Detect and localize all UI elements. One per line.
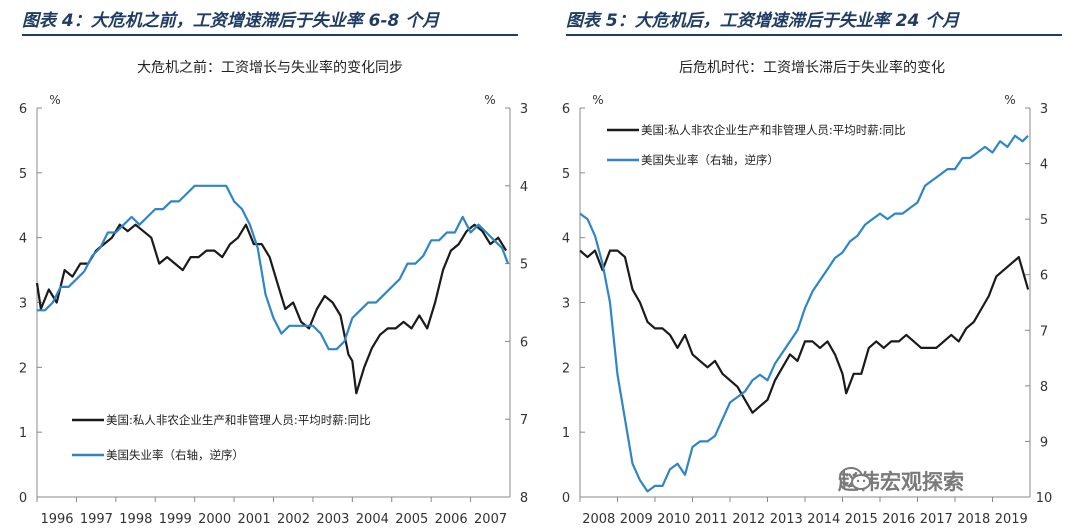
right-axis-tick-label: 8 bbox=[520, 491, 528, 506]
x-axis-tick-label: 2013 bbox=[770, 512, 803, 527]
right-axis-tick-label: 4 bbox=[520, 180, 528, 195]
right-axis-unit: % bbox=[484, 93, 495, 107]
figure-5-title: 图表 5：大危机后，工资增速滞后于失业率 24 个月 bbox=[566, 11, 960, 31]
watermark: 赵伟宏观探索 bbox=[838, 466, 964, 496]
x-axis-tick-label: 2010 bbox=[657, 512, 690, 527]
right-axis-tick-label: 6 bbox=[520, 335, 528, 350]
x-axis-tick-label: 2012 bbox=[732, 512, 765, 527]
left-axis-tick-label: 5 bbox=[19, 167, 27, 182]
x-axis-tick-label: 1998 bbox=[119, 512, 152, 527]
x-axis-tick-label: 2011 bbox=[695, 512, 728, 527]
x-axis-tick-label: 2006 bbox=[435, 512, 468, 527]
left-axis-unit: % bbox=[49, 93, 60, 107]
legend-label-unemployment: 美国失业率（右轴，逆序） bbox=[106, 448, 244, 462]
figure-5-title-rule bbox=[566, 34, 1062, 36]
right-axis-tick-label: 4 bbox=[1040, 158, 1048, 173]
x-axis-tick-label: 1999 bbox=[159, 512, 192, 527]
x-axis-tick-label: 2015 bbox=[845, 512, 878, 527]
x-axis-tick-label: 2003 bbox=[316, 512, 349, 527]
right-axis-tick-label: 3 bbox=[520, 102, 528, 117]
left-axis-tick-label: 6 bbox=[19, 102, 27, 117]
right-axis-tick-label: 5 bbox=[520, 258, 528, 273]
figure-4-title-rule bbox=[22, 34, 518, 36]
right-axis-tick-label: 8 bbox=[1040, 380, 1048, 395]
left-axis-tick-label: 2 bbox=[19, 361, 27, 376]
right-axis-tick-label: 3 bbox=[1040, 102, 1048, 117]
legend-label-unemployment: 美国失业率（右轴，逆序） bbox=[641, 153, 779, 167]
legend-label-wage: 美国:私人非农企业生产和非管理人员:平均时薪:同比 bbox=[641, 123, 906, 137]
chart-1-title: 大危机之前：工资增长与失业率的变化同步 bbox=[137, 59, 403, 76]
x-axis-tick-label: 1997 bbox=[80, 512, 113, 527]
right-axis-tick-label: 9 bbox=[1040, 435, 1048, 450]
right-axis-tick-label: 7 bbox=[520, 413, 528, 428]
left-axis-tick-label: 2 bbox=[562, 361, 570, 376]
unemployment-rate-line bbox=[37, 184, 510, 351]
x-axis-tick-label: 1996 bbox=[40, 512, 73, 527]
right-axis-tick-label: 10 bbox=[1036, 491, 1053, 506]
left-axis-tick-label: 3 bbox=[562, 297, 570, 312]
right-axis-tick-label: 5 bbox=[1040, 213, 1048, 228]
left-axis-tick-label: 0 bbox=[562, 491, 570, 506]
right-axis-tick-label: 7 bbox=[1040, 324, 1048, 339]
left-axis-tick-label: 5 bbox=[562, 167, 570, 182]
right-axis-unit: % bbox=[1004, 93, 1015, 107]
x-axis-tick-label: 2019 bbox=[995, 512, 1028, 527]
x-axis-tick-label: 2016 bbox=[882, 512, 915, 527]
x-axis-tick-label: 2014 bbox=[807, 512, 840, 527]
x-axis-tick-label: 2008 bbox=[582, 512, 615, 527]
left-axis-tick-label: 0 bbox=[19, 491, 27, 506]
unemployment-rate-line bbox=[579, 134, 1029, 493]
x-axis-tick-label: 2005 bbox=[395, 512, 428, 527]
left-axis-tick-label: 4 bbox=[19, 232, 27, 247]
left-axis-unit: % bbox=[592, 93, 603, 107]
chart-2-title: 后危机时代：工资增长滞后于失业率的变化 bbox=[679, 59, 945, 76]
left-axis-tick-label: 6 bbox=[562, 102, 570, 117]
wage-growth-line bbox=[35, 223, 508, 395]
x-axis-tick-label: 2017 bbox=[920, 512, 953, 527]
left-axis-tick-label: 4 bbox=[562, 232, 570, 247]
x-axis-tick-label: 2001 bbox=[238, 512, 271, 527]
x-axis-tick-label: 2000 bbox=[198, 512, 231, 527]
left-axis-tick-label: 1 bbox=[19, 426, 27, 441]
right-axis-tick-label: 6 bbox=[1040, 269, 1048, 284]
wage-growth-line bbox=[579, 249, 1030, 414]
left-axis-tick-label: 1 bbox=[562, 426, 570, 441]
figure-4-title: 图表 4：大危机之前，工资增速滞后于失业率 6-8 个月 bbox=[22, 11, 440, 31]
x-axis-tick-label: 2018 bbox=[957, 512, 990, 527]
wechat-logo-icon bbox=[839, 467, 871, 490]
x-axis-tick-label: 2002 bbox=[277, 512, 310, 527]
x-axis-tick-label: 2009 bbox=[620, 512, 653, 527]
left-axis-tick-label: 3 bbox=[19, 297, 27, 312]
x-axis-tick-label: 2004 bbox=[356, 512, 389, 527]
legend-label-wage: 美国:私人非农企业生产和非管理人员:平均时薪:同比 bbox=[106, 413, 371, 427]
x-axis-tick-label: 2007 bbox=[474, 512, 507, 527]
